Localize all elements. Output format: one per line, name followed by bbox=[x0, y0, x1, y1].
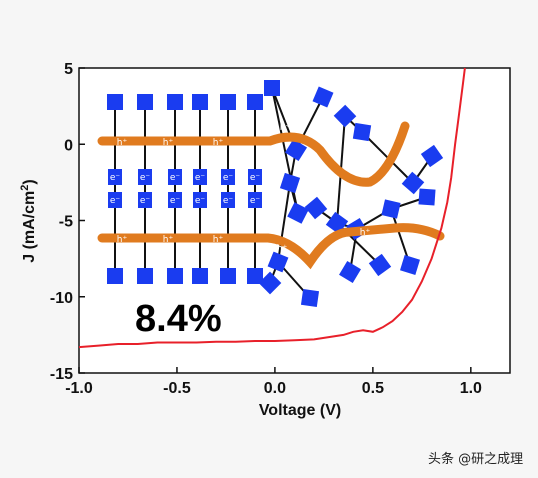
electron-node-1-0 bbox=[138, 169, 152, 185]
hole-label-6: h⁺ bbox=[280, 123, 291, 133]
x-tick-label-1: -0.5 bbox=[163, 380, 191, 397]
hole-label-8: h⁺ bbox=[360, 228, 371, 238]
network-node-16 bbox=[300, 288, 320, 308]
electron-node-4-0 bbox=[221, 169, 235, 185]
hole-label-3: h⁺ bbox=[117, 235, 128, 245]
node-square-3-0 bbox=[192, 94, 208, 110]
network-node-4 bbox=[284, 138, 308, 162]
electron-label: e⁻ bbox=[170, 173, 181, 183]
hole-chain-lower bbox=[97, 223, 445, 270]
network-node-18 bbox=[368, 253, 392, 277]
network-node-6 bbox=[279, 172, 301, 194]
hole-label-5: h⁺ bbox=[213, 235, 224, 245]
node-square-4-0 bbox=[220, 94, 236, 110]
x-tick-label-3: 0.5 bbox=[362, 380, 384, 397]
node-square-3-1 bbox=[192, 268, 208, 284]
y-tick-label-0: 5 bbox=[64, 61, 73, 78]
jv-curve-layer bbox=[78, 67, 466, 349]
node-square-1-1 bbox=[137, 268, 153, 284]
electron-node-3-1 bbox=[193, 192, 207, 208]
network-node-9 bbox=[287, 202, 309, 224]
x-tick-label-2: 0.0 bbox=[264, 380, 286, 397]
network-node-17 bbox=[339, 261, 361, 283]
electron-label: e⁻ bbox=[223, 196, 234, 206]
molecular-illustration: e⁻ e⁻ e⁻ e⁻ e⁻ e⁻ e⁻ e⁻ e⁻ e⁻ e⁻ e⁻ h⁺ h⁺ h⁺ h⁺ h⁺ h⁺ h⁺ h⁺… bbox=[97, 80, 445, 308]
electron-node-2-1 bbox=[168, 192, 182, 208]
node-square-5-1 bbox=[247, 268, 263, 284]
network-node-8 bbox=[418, 188, 436, 206]
electron-label: e⁻ bbox=[140, 196, 151, 206]
network-node-0 bbox=[264, 80, 280, 96]
network-node-10 bbox=[304, 196, 328, 220]
y-tick-label-4: -15 bbox=[50, 366, 73, 383]
electron-label: e⁻ bbox=[195, 196, 206, 206]
x-tick-label-0: -1.0 bbox=[65, 380, 93, 397]
electron-node-0-1 bbox=[108, 192, 122, 208]
hole-label-7: h⁺ bbox=[277, 244, 288, 254]
electron-node-2-0 bbox=[168, 169, 182, 185]
electron-node-1-1 bbox=[138, 192, 152, 208]
electron-node-4-1 bbox=[221, 192, 235, 208]
node-square-0-0 bbox=[107, 94, 123, 110]
network-link-13 bbox=[277, 182, 291, 263]
electron-label: e⁻ bbox=[250, 173, 261, 183]
hole-label-1: h⁺ bbox=[163, 138, 174, 148]
network-node-3 bbox=[352, 122, 372, 142]
efficiency-annotation: 8.4% bbox=[135, 298, 222, 340]
electron-label: e⁻ bbox=[110, 196, 121, 206]
network-node-7 bbox=[401, 171, 425, 195]
electron-label: e⁻ bbox=[140, 173, 151, 183]
electron-node-3-0 bbox=[193, 169, 207, 185]
electron-label: e⁻ bbox=[250, 196, 261, 206]
network-node-5 bbox=[420, 144, 444, 168]
axis-ticks: -1.0 -0.5 0.0 0.5 1.0 5 0 -5 -10 -15 bbox=[50, 61, 482, 397]
watermark: 头条 @研之成理 bbox=[428, 451, 523, 467]
electron-label: e⁻ bbox=[195, 173, 206, 183]
x-axis-label: Voltage (V) bbox=[259, 402, 341, 419]
network-node-14 bbox=[267, 251, 289, 273]
node-square-4-1 bbox=[220, 268, 236, 284]
electron-node-5-0 bbox=[248, 169, 262, 185]
hole-label-0: h⁺ bbox=[117, 138, 128, 148]
network-node-1 bbox=[312, 86, 334, 108]
electron-label: e⁻ bbox=[170, 196, 181, 206]
y-tick-label-2: -5 bbox=[59, 214, 73, 231]
electron-label: e⁻ bbox=[110, 173, 121, 183]
node-square-2-0 bbox=[167, 94, 183, 110]
electron-node-5-1 bbox=[248, 192, 262, 208]
y-tick-label-1: 0 bbox=[64, 137, 73, 154]
y-tick-label-3: -10 bbox=[50, 290, 73, 307]
y-axis-label: J (mA/cm2) bbox=[19, 179, 38, 262]
electron-label: e⁻ bbox=[223, 173, 234, 183]
x-tick-label-4: 1.0 bbox=[460, 380, 482, 397]
electron-node-0-0 bbox=[108, 169, 122, 185]
hole-label-4: h⁺ bbox=[163, 235, 174, 245]
hole-chain-upper bbox=[97, 121, 410, 187]
network-node-2 bbox=[333, 104, 357, 128]
node-square-5-0 bbox=[247, 94, 263, 110]
network-node-15 bbox=[258, 271, 282, 295]
network-node-11 bbox=[381, 199, 401, 219]
plot-area bbox=[78, 67, 511, 374]
node-square-2-1 bbox=[167, 268, 183, 284]
node-square-0-1 bbox=[107, 268, 123, 284]
hole-label-2: h⁺ bbox=[213, 138, 224, 148]
network-node-19 bbox=[400, 255, 420, 275]
jv-curve-0 bbox=[78, 67, 466, 349]
node-square-1-0 bbox=[137, 94, 153, 110]
